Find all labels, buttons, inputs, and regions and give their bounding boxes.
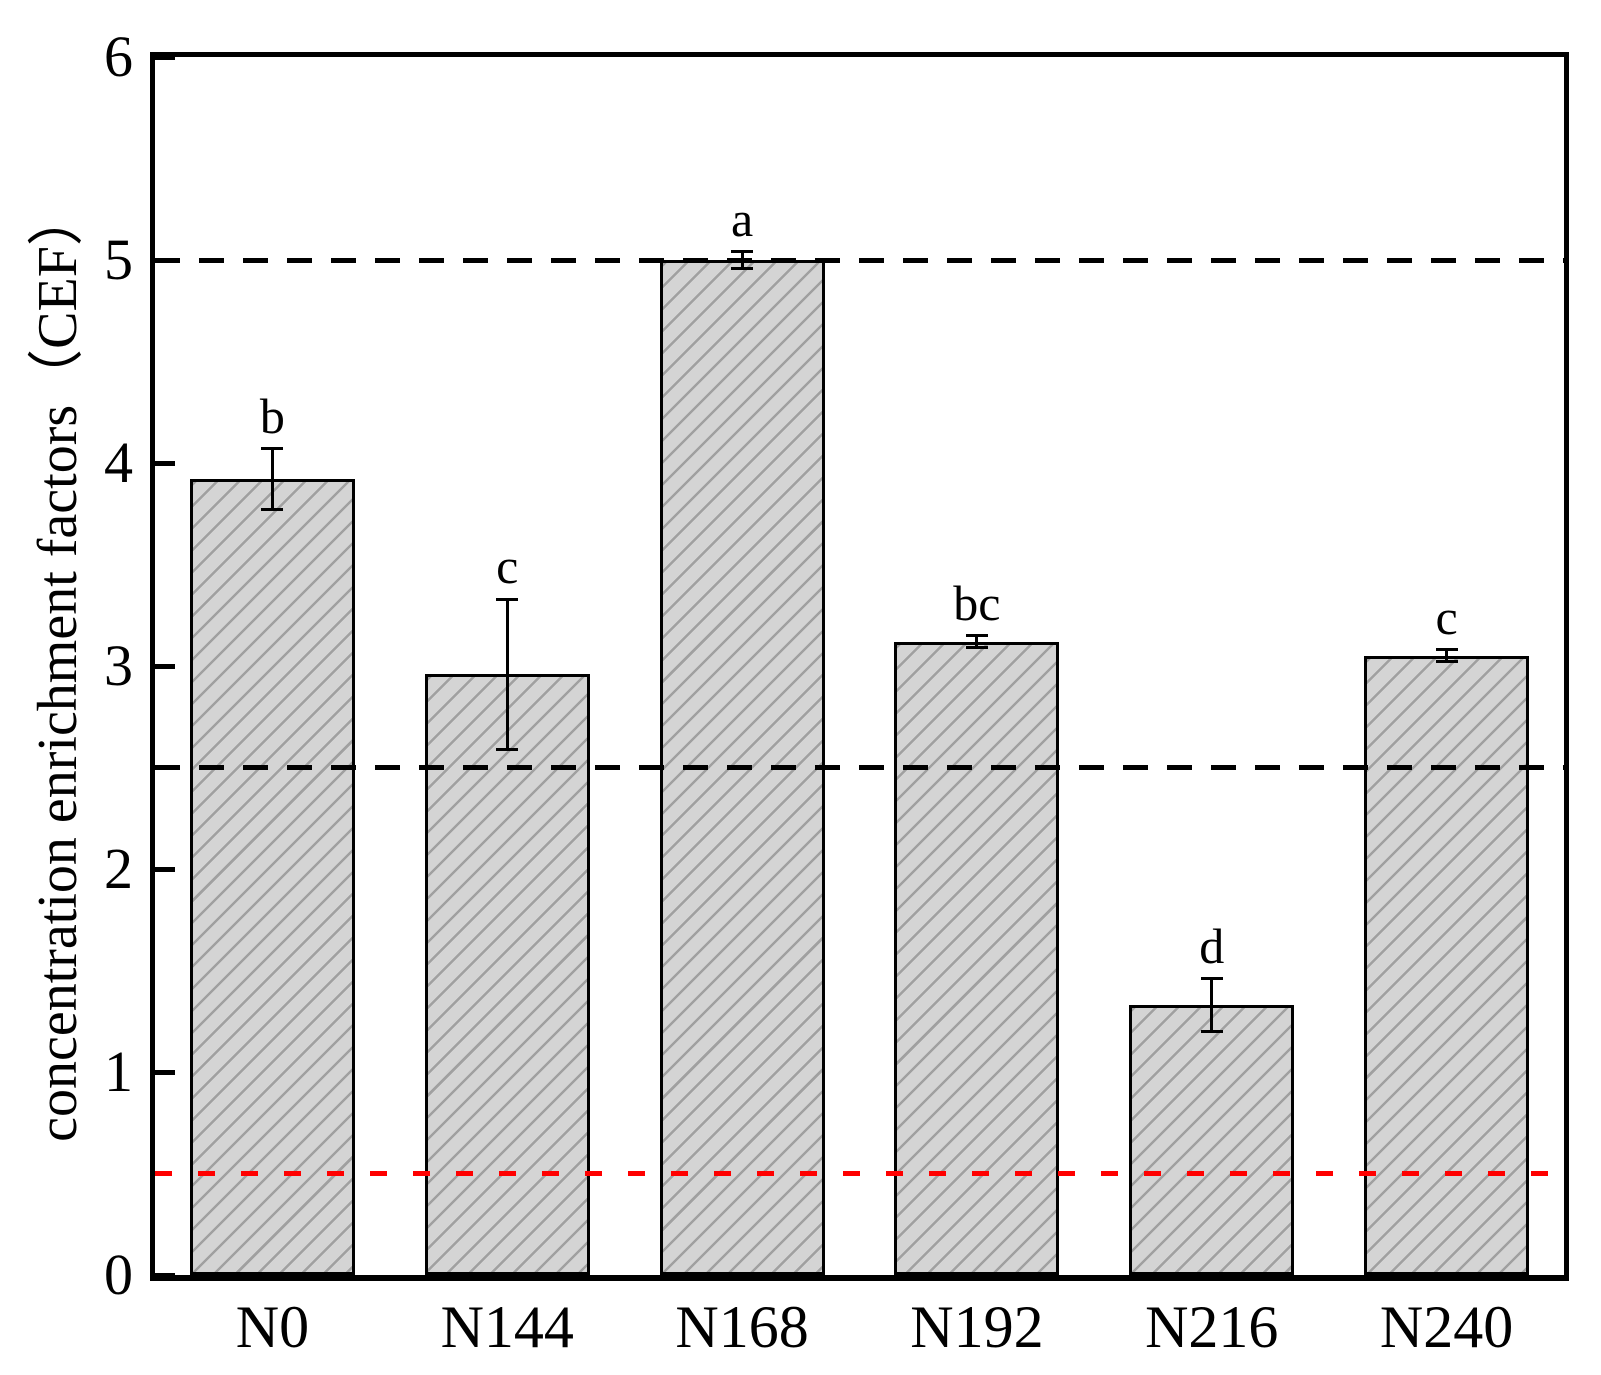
y-tick-label-3: 3 — [104, 633, 133, 698]
error-bar-N0 — [270, 448, 274, 510]
sig-letter-N192: bc — [953, 574, 1001, 631]
bar-N216 — [1129, 1005, 1295, 1275]
y-tick-mark-0 — [155, 1272, 175, 1278]
sig-letter-N0: b — [259, 387, 285, 444]
reference-line-5 — [155, 257, 1564, 263]
error-bar-N216 — [1210, 978, 1214, 1032]
error-bar-N240 — [1445, 649, 1449, 662]
error-cap-bottom-N240 — [1435, 660, 1458, 664]
y-tick-mark-3 — [155, 663, 175, 669]
bar-N0 — [189, 479, 355, 1275]
y-tick-label-1: 1 — [104, 1039, 133, 1104]
x-tick-label-N0: N0 — [235, 1294, 310, 1360]
y-tick-mark-1 — [155, 1069, 175, 1075]
sig-letter-N144: c — [496, 538, 519, 595]
bar-N192 — [894, 641, 1060, 1275]
error-cap-bottom-N216 — [1200, 1029, 1223, 1033]
x-tick-label-N240: N240 — [1379, 1294, 1514, 1360]
plot-area: b c a bc d c — [150, 52, 1569, 1281]
reference-line-0.5 — [155, 1171, 1564, 1176]
error-cap-top-N240 — [1435, 648, 1458, 652]
error-cap-bottom-N192 — [965, 646, 988, 650]
error-bar-N192 — [975, 635, 979, 648]
error-cap-bottom-N168 — [731, 266, 754, 270]
error-cap-top-N192 — [965, 634, 988, 638]
error-cap-bottom-N0 — [261, 508, 284, 512]
error-cap-top-N216 — [1200, 977, 1223, 981]
sig-letter-N216: d — [1199, 917, 1225, 974]
x-tick-label-N168: N168 — [675, 1294, 809, 1360]
sig-letter-N168: a — [730, 190, 754, 247]
y-tick-label-6: 6 — [104, 24, 133, 89]
y-tick-mark-6 — [155, 54, 175, 60]
error-cap-top-N168 — [731, 250, 754, 254]
error-cap-top-N0 — [261, 447, 284, 451]
error-bar-N144 — [505, 599, 509, 750]
error-cap-top-N144 — [496, 597, 519, 601]
y-tick-mark-2 — [155, 866, 175, 872]
y-tick-label-0: 0 — [104, 1242, 133, 1307]
x-tick-label-N192: N192 — [910, 1294, 1044, 1360]
error-bar-N168 — [740, 251, 744, 269]
bar-N240 — [1364, 655, 1530, 1275]
y-tick-label-4: 4 — [104, 430, 133, 495]
y-tick-mark-4 — [155, 460, 175, 466]
y-tick-label-5: 5 — [104, 227, 133, 292]
x-tick-label-N144: N144 — [440, 1294, 574, 1360]
reference-line-2.5 — [155, 765, 1564, 770]
sig-letter-N240: c — [1435, 588, 1458, 645]
error-cap-bottom-N144 — [496, 747, 519, 751]
x-tick-label-N216: N216 — [1145, 1294, 1279, 1360]
y-tick-label-2: 2 — [104, 836, 133, 901]
